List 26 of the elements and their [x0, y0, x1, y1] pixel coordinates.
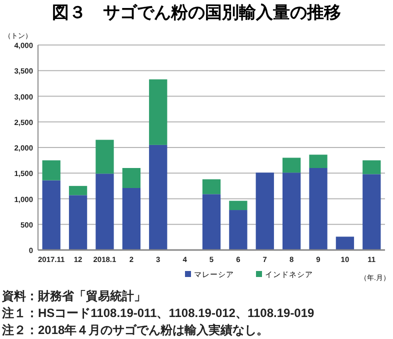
bar: [309, 168, 328, 250]
bar: [122, 188, 140, 250]
bar: [68, 195, 88, 250]
bar: [42, 180, 60, 250]
bar: [202, 179, 221, 194]
bar: [96, 140, 114, 174]
bar: [229, 210, 248, 250]
text: 資料：財務省「貿易統計」: [1, 289, 146, 303]
bar: [149, 79, 168, 145]
bar: [68, 186, 88, 196]
bar: [362, 160, 381, 174]
bar: [309, 154, 328, 168]
chart-title: 図３ サゴでん粉の国別輸入量の推移: [52, 3, 341, 22]
bar: [336, 236, 354, 250]
bar: [229, 200, 248, 210]
bar: [362, 174, 381, 250]
bar: [122, 168, 140, 188]
text: 注２：2018年４月のサゴでん粉は輸入実績なし。: [1, 323, 269, 337]
bar: [96, 174, 114, 250]
bar: [256, 172, 274, 250]
bar: [149, 144, 168, 250]
bar: [282, 158, 301, 173]
bar: [42, 160, 60, 180]
text: 注１：HSコード1108.19-011、1108.19-012、1108.19-019: [1, 306, 315, 320]
bar: [202, 194, 221, 250]
bar: [282, 172, 301, 250]
